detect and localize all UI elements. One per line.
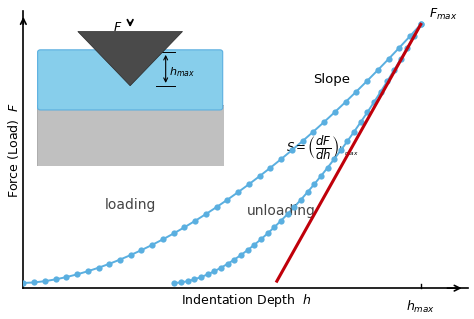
Text: $h_{max}$: $h_{max}$ [406,299,435,315]
Y-axis label: Force (Load)  $F$: Force (Load) $F$ [6,102,20,198]
Text: $S = \left(\dfrac{dF}{dh}\right)_{h_{max}}$: $S = \left(\dfrac{dF}{dh}\right)_{h_{max… [286,135,358,162]
Text: loading: loading [105,198,156,212]
Text: Slope: Slope [313,73,350,86]
Text: unloading: unloading [247,204,316,218]
X-axis label: Indentation Depth  $h$: Indentation Depth $h$ [181,292,311,309]
Text: $F_{max}$: $F_{max}$ [428,7,457,22]
